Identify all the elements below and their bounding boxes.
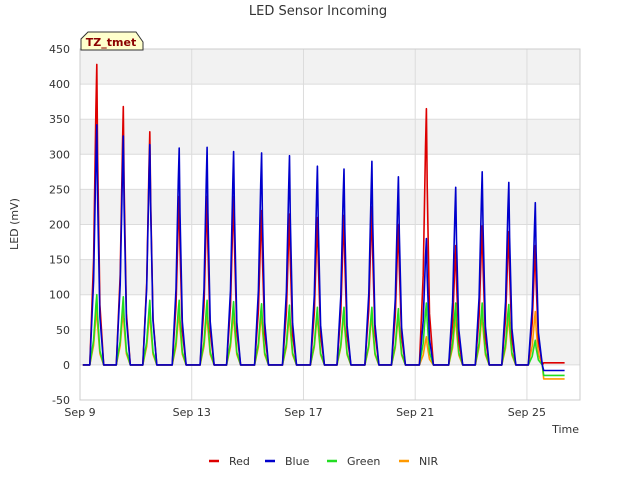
y-tick-label: 200 — [49, 219, 70, 232]
plot-band — [80, 294, 580, 330]
plot-band — [80, 259, 580, 295]
legend-label-nir: NIR — [419, 455, 438, 468]
plot-band — [80, 119, 580, 155]
y-tick-label: 250 — [49, 183, 70, 196]
chart-title: LED Sensor Incoming — [249, 4, 387, 19]
y-tick-label: 300 — [49, 148, 70, 161]
y-tick-label: 450 — [49, 43, 70, 56]
x-axis-title: Time — [551, 423, 579, 436]
y-tick-label: 0 — [63, 359, 70, 372]
legend-label-red: Red — [229, 455, 250, 468]
legend-label-green: Green — [347, 455, 380, 468]
x-tick-label: Sep 9 — [64, 406, 95, 419]
x-tick-label: Sep 25 — [508, 406, 546, 419]
plot-frame — [79, 48, 581, 401]
y-tick-label: -50 — [52, 394, 70, 407]
plot-band — [80, 154, 580, 190]
y-tick-label: 100 — [49, 289, 70, 302]
y-tick-label: 350 — [49, 113, 70, 126]
legend-label-blue: Blue — [285, 455, 310, 468]
station-badge: TZ_tmet — [80, 31, 144, 51]
badge-shape — [80, 31, 144, 51]
y-tick-label: 150 — [49, 254, 70, 267]
series-layer — [82, 63, 565, 380]
plot-background — [80, 49, 580, 400]
series-line-green — [82, 293, 565, 377]
y-tick-label: 400 — [49, 78, 70, 91]
legend: Red Blue Green NIR — [209, 455, 438, 468]
y-axis-title: LED (mV) — [8, 198, 21, 250]
plot-band — [80, 189, 580, 225]
series-line-blue — [82, 124, 565, 372]
y-tick-labels: -50 0 50 100 150 200 250 300 350 400 450 — [49, 43, 70, 407]
x-tick-labels: Sep 9 Sep 13 Sep 17 Sep 21 Sep 25 — [64, 406, 546, 419]
x-tick-label: Sep 21 — [396, 406, 434, 419]
plot-band — [80, 84, 580, 120]
x-tick-label: Sep 17 — [284, 406, 322, 419]
plot-band — [80, 49, 580, 85]
plot-band — [80, 364, 580, 400]
y-tick-label: 50 — [56, 324, 70, 337]
plot-band — [80, 329, 580, 365]
plot-band — [80, 224, 580, 260]
x-tick-label: Sep 13 — [173, 406, 211, 419]
badge-label: TZ_tmet — [86, 36, 136, 49]
